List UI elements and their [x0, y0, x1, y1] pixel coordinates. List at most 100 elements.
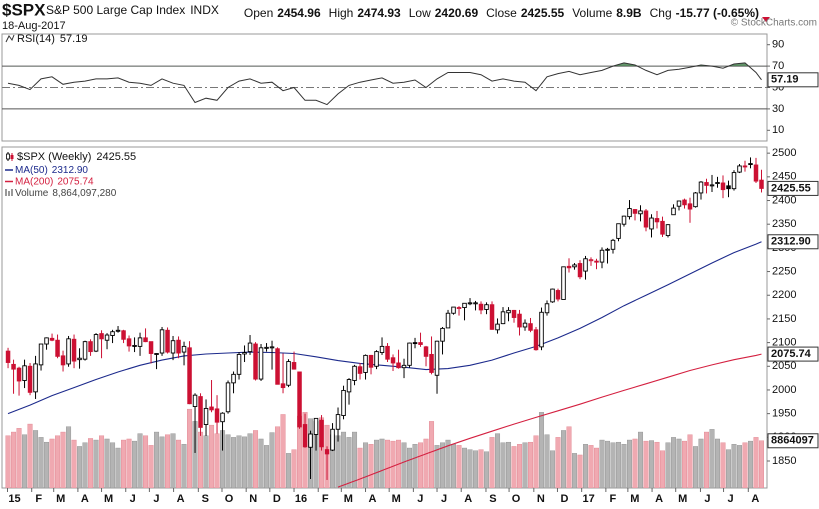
volume-bar [555, 437, 561, 488]
candle-body [38, 343, 44, 366]
volume-bar [577, 454, 583, 488]
volume-bar [643, 440, 649, 488]
price-last-label-box [767, 180, 819, 196]
quote-value: 2454.96 [277, 6, 321, 20]
y-tick-label: 2150 [772, 313, 796, 325]
candle-body [682, 199, 687, 206]
volume-bar [214, 433, 220, 488]
candle-body [187, 347, 192, 405]
x-tick-label: A [369, 493, 377, 505]
candle-body [11, 363, 16, 370]
volume-bar [737, 445, 743, 488]
quote-value: 2420.69 [435, 6, 479, 20]
candle-body [434, 340, 440, 376]
volume-bar [621, 444, 627, 488]
candle-body [456, 307, 462, 310]
volume-bar [704, 431, 710, 488]
volume-bar [231, 437, 237, 488]
volume-bar [253, 430, 259, 488]
candle-body [357, 366, 363, 374]
volume-bar [99, 435, 105, 488]
candle-body [209, 406, 214, 411]
y-tick-label: 2000 [772, 384, 796, 396]
y-tick-label: 2350 [772, 218, 796, 230]
ma-legend-name: MA(50) [15, 165, 48, 176]
volume-bar [654, 441, 660, 488]
candle-body [698, 181, 704, 194]
candle-body [49, 337, 55, 341]
volume-bar [264, 445, 270, 488]
x-tick-label: M [344, 493, 353, 505]
candle-body [577, 263, 583, 278]
volume-bar [440, 442, 446, 488]
volume-bar [27, 423, 33, 488]
volume-bar [66, 426, 72, 488]
candle-body [643, 210, 649, 228]
volume-legend-value: 8,864,097,280 [52, 188, 116, 199]
volume-bar [583, 444, 589, 488]
candle-body [627, 208, 632, 218]
candle-body [583, 258, 588, 272]
rsi-last-label: 57.19 [771, 74, 799, 86]
volume-bar [418, 442, 424, 488]
volume-bar [390, 440, 396, 488]
volume-bar [687, 434, 693, 488]
x-tick-label: J [441, 493, 447, 505]
candle-body [264, 346, 269, 349]
volume-bar [363, 442, 369, 488]
volume-bar [55, 435, 61, 488]
volume-bar [110, 442, 116, 488]
volume-bar [335, 435, 341, 488]
quote-label: Open [244, 6, 273, 20]
x-tick-label: S [202, 493, 209, 505]
y-tick-label: 2250 [772, 265, 796, 277]
x-tick-label: F [322, 493, 329, 505]
candle-body [390, 357, 396, 364]
price-plot [5, 157, 765, 488]
volume-bar [478, 449, 484, 488]
volume-bar [566, 426, 572, 488]
volume-bar [379, 438, 385, 488]
volume-bar [561, 430, 567, 488]
volume-bar [660, 450, 666, 488]
candle-body [5, 350, 11, 363]
volume-bar [429, 421, 435, 488]
volume-bar [731, 444, 737, 488]
x-tick-label: J [130, 493, 136, 505]
volume-bar [286, 453, 292, 488]
volume-bar [544, 434, 550, 488]
volume-bar [533, 435, 539, 488]
volume-bar [698, 438, 704, 488]
candle-body [704, 182, 709, 186]
candle-body [198, 396, 203, 428]
volume-bar [522, 442, 528, 488]
volume-bar [82, 442, 88, 488]
x-tick-label: J [704, 493, 710, 505]
rsi-legend: RSI(14) 57.19 [17, 33, 87, 45]
candle-body [753, 164, 759, 182]
y-tick-label: 2400 [772, 194, 796, 206]
ma-legend-name: MA(200) [15, 176, 53, 187]
x-tick-label: A [177, 493, 185, 505]
candle-body [368, 354, 374, 368]
candle-body [671, 207, 676, 216]
candle-body [720, 182, 726, 191]
candle-body [203, 407, 209, 425]
rsi-tick-label: 30 [772, 103, 784, 115]
x-tick-label: M [678, 493, 687, 505]
volume-bar [467, 449, 473, 488]
price-legend: $SPX (Weekly) 2425.55 [17, 151, 136, 163]
candle-body [748, 163, 753, 166]
candle-body [676, 200, 682, 207]
rsi-panel [1, 33, 768, 142]
candle-body [412, 342, 418, 345]
volume-bar [275, 426, 281, 488]
volume-bar [38, 437, 44, 488]
volume-bar [456, 445, 462, 488]
candle-body [313, 417, 319, 435]
candle-body [599, 249, 605, 263]
ma-line [337, 353, 762, 488]
volume-bar [676, 438, 682, 488]
candle-body [308, 433, 313, 448]
volume-bar [5, 435, 11, 488]
